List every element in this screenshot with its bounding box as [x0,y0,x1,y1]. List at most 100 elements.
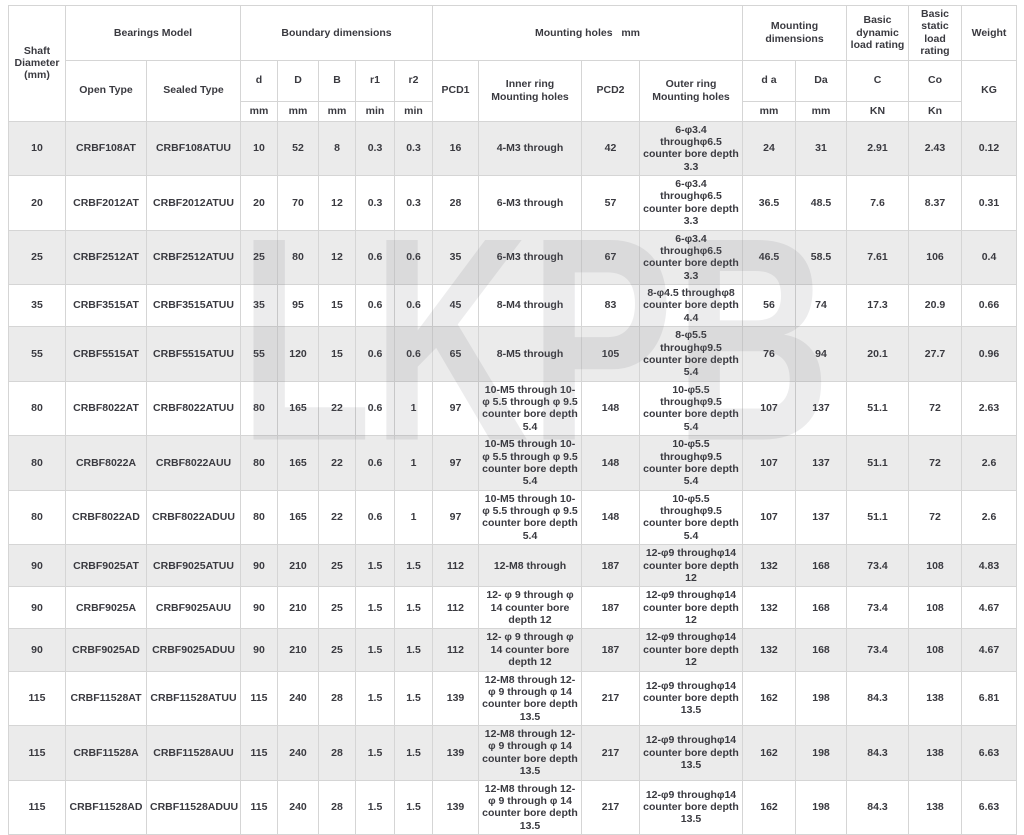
cell-D: 165 [277,380,319,437]
cell-pcd1: 97 [432,435,479,491]
cell-pcd2: 57 [581,175,640,231]
cell-B: 22 [318,435,356,491]
cell-d: 80 [240,380,278,437]
cell-Da: 168 [795,586,847,630]
header-dynamic-load-rating: Basic dynamic load rating [846,5,909,61]
cell-Co: 138 [908,725,962,781]
cell-Co: 108 [908,628,962,672]
cell-shaft-diameter: 20 [8,175,66,231]
cell-pcd1: 139 [432,670,479,726]
table-row: 115 CRBF11528AT CRBF11528ATUU 115 240 28 1.5 1.… [8,670,1017,726]
cell-weight: 2.6 [961,435,1017,491]
cell-D: 240 [277,779,319,835]
cell-C: 7.6 [846,175,909,231]
cell-da: 107 [742,435,796,491]
cell-r1: 0.6 [355,380,395,437]
header-unit-kn-static: Kn [908,100,962,122]
cell-inner-ring-holes: 12-M8 through [478,544,582,588]
cell-open-type: CRBF9025A [65,586,147,630]
table-row: 25 CRBF2512AT CRBF2512ATUU 25 80 12 0.6 0.6 35 6-… [8,229,1017,285]
cell-pcd1: 28 [432,175,479,231]
cell-pcd2: 148 [581,435,640,491]
header-col-r2: r2 [394,59,433,102]
cell-weight: 2.6 [961,489,1017,546]
cell-outer-ring-holes: 12-φ9 throughφ14 counter bore depth 13.5 [639,779,743,835]
header-col-C: C [846,59,909,102]
cell-inner-ring-holes: 8-M4 through [478,283,582,328]
cell-pcd2: 67 [581,229,640,285]
cell-r1: 0.6 [355,326,395,382]
cell-outer-ring-holes: 6-φ3.4 throughφ6.5 counter bore depth 3.… [639,175,743,231]
cell-pcd1: 112 [432,586,479,630]
cell-d: 80 [240,435,278,491]
cell-pcd2: 187 [581,586,640,630]
cell-open-type: CRBF11528A [65,725,147,781]
cell-open-type: CRBF108AT [65,120,147,176]
cell-D: 70 [277,175,319,231]
table-row: 115 CRBF11528A CRBF11528AUU 115 240 28 1.5 1.5 1… [8,725,1017,781]
cell-open-type: CRBF8022AT [65,380,147,437]
table-row: 35 CRBF3515AT CRBF3515ATUU 35 95 15 0.6 0.6 45 8-… [8,283,1017,328]
cell-r2: 0.3 [394,175,433,231]
cell-pcd2: 187 [581,544,640,588]
cell-outer-ring-holes: 8-φ4.5 throughφ8 counter bore depth 4.4 [639,283,743,328]
header-pcd2: PCD2 [581,59,640,122]
cell-outer-ring-holes: 6-φ3.4 throughφ6.5 counter bore depth 3.… [639,229,743,285]
cell-r2: 1.5 [394,544,433,588]
cell-shaft-diameter: 25 [8,229,66,285]
cell-weight: 0.96 [961,326,1017,382]
cell-r2: 1.5 [394,779,433,835]
cell-weight: 4.83 [961,544,1017,588]
header-shaft-diameter: Shaft Diameter (mm) [8,5,66,122]
cell-da: 162 [742,670,796,726]
cell-D: 80 [277,229,319,285]
cell-B: 25 [318,544,356,588]
cell-open-type: CRBF3515AT [65,283,147,328]
header-unit-min: min [355,100,395,122]
cell-C: 17.3 [846,283,909,328]
header-mounting-dimensions: Mounting dimensions [742,5,847,61]
cell-pcd2: 217 [581,670,640,726]
cell-Co: 72 [908,435,962,491]
cell-C: 51.1 [846,435,909,491]
cell-inner-ring-holes: 6-M3 through [478,175,582,231]
cell-d: 35 [240,283,278,328]
cell-Da: 48.5 [795,175,847,231]
table-row: 90 CRBF9025AT CRBF9025ATUU 90 210 25 1.5 1.5 112… [8,544,1017,588]
cell-outer-ring-holes: 10-φ5.5 throughφ9.5 counter bore depth 5… [639,489,743,546]
table-row: 80 CRBF8022AD CRBF8022ADUU 80 165 22 0.6 1 97 10-… [8,489,1017,546]
cell-outer-ring-holes: 10-φ5.5 throughφ9.5 counter bore depth 5… [639,380,743,437]
cell-C: 73.4 [846,586,909,630]
cell-inner-ring-holes: 4-M3 through [478,120,582,176]
cell-shaft-diameter: 115 [8,779,66,835]
cell-D: 52 [277,120,319,176]
bearing-spec-table: Shaft Diameter (mm) Bearings Model Bound… [8,5,1017,835]
cell-B: 22 [318,380,356,437]
cell-r2: 1.5 [394,670,433,726]
header-bearings-model: Bearings Model [65,5,241,61]
cell-outer-ring-holes: 8-φ5.5 throughφ9.5 counter bore depth 5.… [639,326,743,382]
cell-d: 115 [240,779,278,835]
cell-Co: 2.43 [908,120,962,176]
header-weight: Weight [961,5,1017,61]
cell-pcd2: 83 [581,283,640,328]
cell-B: 12 [318,175,356,231]
cell-B: 28 [318,725,356,781]
cell-Co: 108 [908,544,962,588]
cell-D: 210 [277,628,319,672]
cell-r1: 1.5 [355,586,395,630]
cell-C: 20.1 [846,326,909,382]
cell-inner-ring-holes: 10-M5 through 10- φ 5.5 through φ 9.5 co… [478,489,582,546]
cell-Da: 74 [795,283,847,328]
header-inner-ring-holes: Inner ring Mounting holes [478,59,582,122]
cell-pcd1: 45 [432,283,479,328]
cell-Co: 72 [908,489,962,546]
cell-C: 84.3 [846,670,909,726]
cell-pcd1: 139 [432,725,479,781]
cell-C: 7.61 [846,229,909,285]
cell-r1: 1.5 [355,628,395,672]
cell-r1: 0.6 [355,435,395,491]
cell-sealed-type: CRBF8022ATUU [146,380,241,437]
table-row: 90 CRBF9025A CRBF9025AUU 90 210 25 1.5 1.5 112 12… [8,586,1017,630]
cell-da: 36.5 [742,175,796,231]
